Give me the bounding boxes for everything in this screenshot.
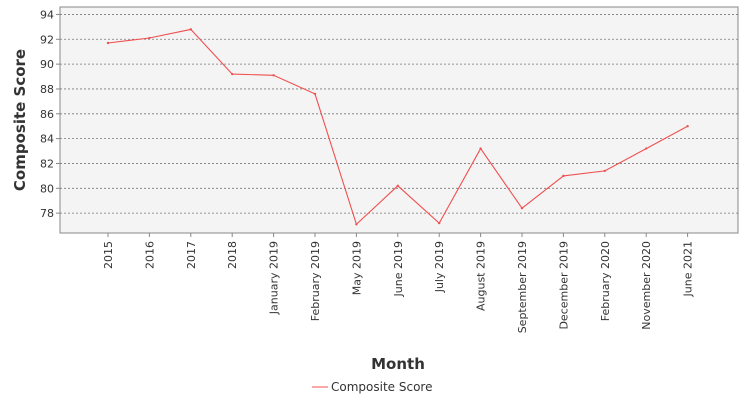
y-tick-label: 82 — [40, 157, 54, 170]
x-tick-label: December 2019 — [557, 241, 570, 330]
data-point — [189, 28, 192, 31]
data-point — [272, 74, 275, 77]
x-tick-label: June 2021 — [682, 241, 695, 297]
data-point — [355, 223, 358, 226]
data-point — [686, 125, 689, 128]
x-tick-label: 2018 — [226, 241, 239, 269]
x-tick-label: September 2019 — [516, 241, 529, 333]
data-point — [479, 147, 482, 150]
data-point — [313, 92, 317, 96]
grid-lines — [60, 14, 738, 214]
data-point — [645, 147, 648, 150]
plot-area — [59, 6, 739, 234]
data-point — [231, 72, 234, 76]
x-tick-label: 2015 — [102, 241, 115, 269]
x-axis-ticks: 2015 2016 2017 2018 January 2019 February 201… — [102, 233, 695, 333]
data-point — [148, 36, 151, 40]
x-tick-label: May 2019 — [350, 241, 363, 295]
x-tick-label: February 2020 — [599, 241, 612, 321]
x-tick-label: August 2019 — [475, 241, 488, 311]
legend-label: Composite Score — [331, 380, 432, 394]
y-tick-label: 78 — [40, 207, 54, 220]
x-tick-label: 2016 — [143, 241, 156, 269]
x-tick-label: 2017 — [185, 241, 198, 269]
data-point — [603, 169, 606, 173]
legend: Composite Score — [312, 380, 432, 394]
data-point — [438, 221, 441, 225]
y-tick-label: 90 — [40, 58, 54, 71]
y-axis-title: Composite Score — [11, 49, 29, 191]
data-point — [520, 206, 524, 210]
data-point — [106, 41, 110, 45]
y-tick-label: 92 — [40, 33, 54, 46]
y-tick-label: 84 — [40, 133, 54, 146]
data-point — [562, 174, 565, 178]
series-layer — [106, 28, 689, 226]
y-tick-label: 94 — [40, 8, 54, 21]
x-tick-label: July 2019 — [433, 241, 446, 293]
y-tick-label: 88 — [40, 83, 54, 96]
y-tick-label: 86 — [40, 108, 54, 121]
data-point — [396, 184, 399, 188]
x-tick-label: November 2020 — [640, 241, 653, 330]
x-tick-label: January 2019 — [268, 241, 281, 315]
y-axis-ticks: 78 80 82 84 86 88 90 92 94 — [40, 8, 60, 220]
x-tick-label: February 2019 — [309, 241, 322, 321]
x-axis-title: Month — [371, 355, 425, 373]
y-tick-label: 80 — [40, 182, 54, 195]
x-tick-label: June 2019 — [392, 241, 405, 297]
